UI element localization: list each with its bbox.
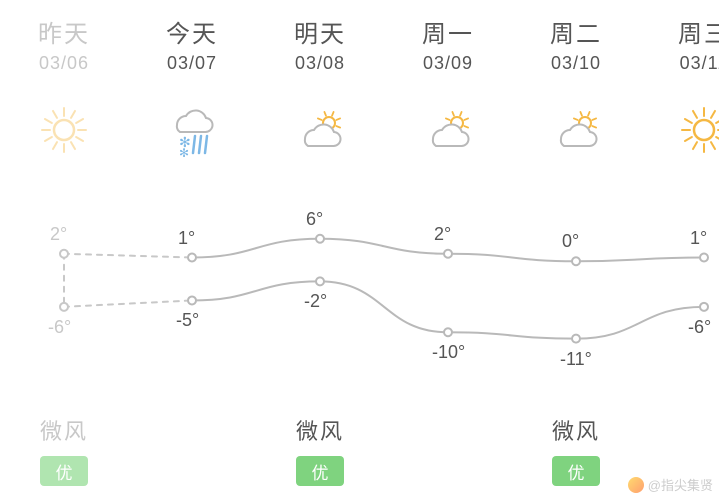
sunny-icon: [39, 100, 89, 160]
wind-text: 微风: [40, 414, 88, 446]
high-temp-label: 2°: [434, 224, 451, 245]
day-date: 03/07: [167, 53, 217, 74]
day-name: 明天: [294, 14, 346, 49]
day-name: 周三: [678, 14, 719, 49]
low-temp-label: -6°: [48, 317, 71, 338]
day-date: 03/11: [680, 53, 719, 74]
watermark-text: @指尖集贤: [648, 475, 713, 494]
aqi-badge: 优: [40, 456, 88, 486]
low-temp-label: -11°: [560, 349, 592, 370]
weather-forecast-strip: 昨天03/06微风优今天03/07 ✻ ✻ 微风优明天03/08 微风优周一03…: [0, 0, 719, 500]
day-column-today[interactable]: 今天03/07 ✻ ✻ 微风优: [128, 0, 256, 500]
day-date: 03/10: [551, 53, 601, 74]
day-name: 今天: [166, 14, 218, 49]
day-column-yesterday[interactable]: 昨天 03/06 微风优: [0, 0, 128, 500]
high-temp-label: 2°: [50, 224, 67, 245]
day-column-wed[interactable]: 周三03/11微风优: [640, 0, 719, 500]
high-temp-label: 6°: [306, 209, 323, 230]
low-temp-label: -6°: [688, 317, 711, 338]
high-temp-label: 0°: [562, 231, 579, 252]
snow-rain-icon: ✻ ✻: [165, 100, 219, 160]
partly-cloudy-icon: [293, 100, 347, 160]
day-date: 03/09: [423, 53, 473, 74]
high-temp-label: 1°: [178, 228, 195, 249]
day-name: 周一: [422, 14, 474, 49]
weibo-watermark: @指尖集贤: [628, 475, 713, 494]
day-column-mon[interactable]: 周一03/09 微风优: [384, 0, 512, 500]
svg-text:✻: ✻: [179, 146, 189, 157]
day-date: 03/06: [39, 53, 89, 74]
day-column-tomorrow[interactable]: 明天03/08 微风优: [256, 0, 384, 500]
partly-cloudy-icon: [549, 100, 603, 160]
day-name: 周二: [550, 14, 602, 49]
high-temp-label: 1°: [690, 228, 707, 249]
sunny-icon: [679, 100, 719, 160]
weibo-logo-icon: [628, 477, 644, 493]
day-name: 昨天: [38, 14, 90, 49]
partly-cloudy-icon: [421, 100, 475, 160]
day-date: 03/08: [295, 53, 345, 74]
low-temp-label: -2°: [304, 291, 327, 312]
low-temp-label: -10°: [432, 342, 465, 363]
day-footer: 微风优: [0, 414, 128, 486]
low-temp-label: -5°: [176, 310, 199, 331]
